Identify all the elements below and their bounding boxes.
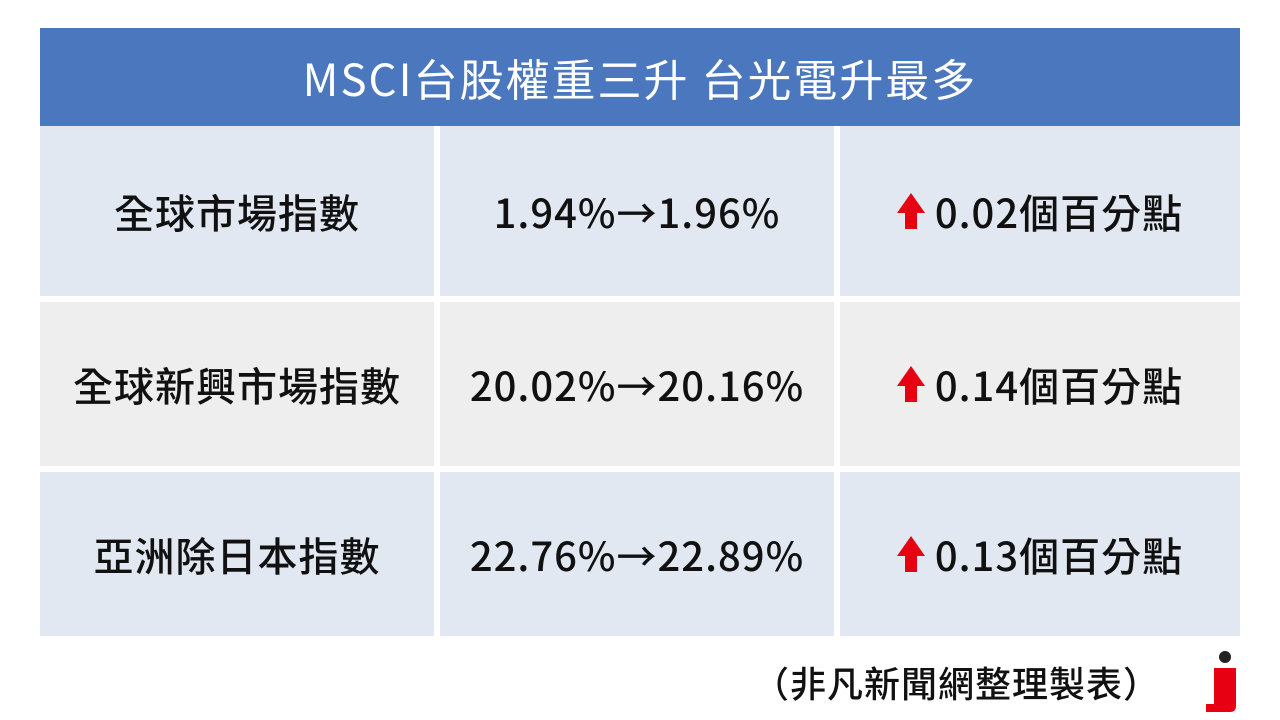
table-row: 全球新興市場指數 20.02%→20.16% 0.14個百分點	[40, 296, 1240, 466]
index-name-cell: 全球新興市場指數	[40, 302, 440, 466]
table-title-text: MSCI台股權重三升 台光電升最多	[303, 45, 978, 109]
broadcaster-logo-icon	[1198, 650, 1252, 712]
table-title: MSCI台股權重三升 台光電升最多	[40, 28, 1240, 126]
change-range-text: 22.76%→22.89%	[470, 525, 804, 583]
delta-text: 0.02個百分點	[935, 182, 1183, 240]
arrow-up-icon	[897, 536, 925, 572]
table-row: 全球市場指數 1.94%→1.96% 0.02個百分點	[40, 126, 1240, 296]
index-name-text: 亞洲除日本指數	[94, 525, 381, 583]
table-row: 亞洲除日本指數 22.76%→22.89% 0.13個百分點	[40, 466, 1240, 636]
delta-cell: 0.14個百分點	[840, 302, 1240, 466]
index-name-cell: 亞洲除日本指數	[40, 472, 440, 636]
arrow-up-icon	[897, 193, 925, 229]
table-body: 全球市場指數 1.94%→1.96% 0.02個百分點全球新興市場指數 20.02%→…	[40, 126, 1240, 636]
change-range-cell: 20.02%→20.16%	[440, 302, 840, 466]
msci-weight-table: MSCI台股權重三升 台光電升最多 全球市場指數 1.94%→1.96% 0.02個…	[40, 28, 1240, 636]
delta-text: 0.13個百分點	[935, 525, 1183, 583]
arrow-up-icon	[897, 366, 925, 402]
delta-text: 0.14個百分點	[935, 355, 1183, 413]
index-name-text: 全球新興市場指數	[73, 355, 401, 413]
change-range-text: 20.02%→20.16%	[470, 355, 804, 413]
source-caption-text: （非凡新聞網整理製表）	[753, 656, 1160, 708]
change-range-cell: 1.94%→1.96%	[440, 126, 840, 296]
index-name-cell: 全球市場指數	[40, 126, 440, 296]
change-range-cell: 22.76%→22.89%	[440, 472, 840, 636]
delta-cell: 0.13個百分點	[840, 472, 1240, 636]
source-caption: （非凡新聞網整理製表）	[753, 656, 1160, 708]
index-name-text: 全球市場指數	[114, 182, 360, 240]
change-range-text: 1.94%→1.96%	[494, 182, 781, 240]
delta-cell: 0.02個百分點	[840, 126, 1240, 296]
